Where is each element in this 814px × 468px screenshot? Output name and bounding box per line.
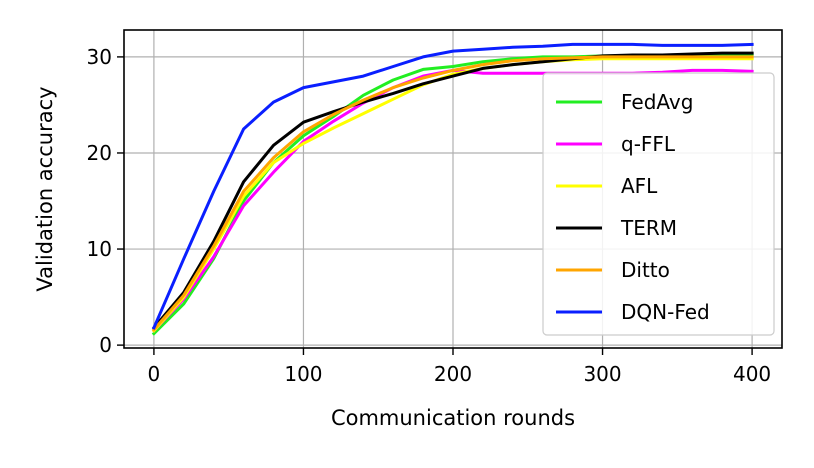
legend: FedAvg q-FFL AFL TERM Ditto DQN-Fed — [542, 72, 775, 336]
axis-ticks — [117, 56, 753, 355]
legend-label: Ditto — [621, 258, 670, 282]
legend-label: FedAvg — [621, 90, 693, 114]
series-lines — [151, 42, 754, 336]
series-line-afl — [151, 57, 754, 333]
x-tick-label: 400 — [733, 362, 771, 386]
y-tick-label: 0 — [99, 333, 112, 357]
series-line-ditto — [151, 55, 754, 332]
legend-label: TERM — [620, 216, 677, 240]
y-tick-label: 10 — [87, 237, 112, 261]
x-axis-label: Communication rounds — [331, 406, 575, 430]
x-tick-label: 200 — [434, 362, 472, 386]
series-line-dqn-fed — [151, 42, 754, 330]
legend-label: AFL — [621, 174, 658, 198]
tick-labels: 0 100 200 300 400 0 10 20 30 — [87, 45, 772, 386]
series-line-term — [151, 51, 754, 330]
x-tick-label: 100 — [284, 362, 322, 386]
legend-label: DQN-Fed — [621, 300, 710, 324]
x-tick-label: 0 — [148, 362, 161, 386]
x-tick-label: 300 — [583, 362, 621, 386]
legend-label: q-FFL — [621, 132, 676, 156]
y-axis-label: Validation accuracy — [33, 86, 57, 291]
y-tick-label: 20 — [87, 141, 112, 165]
y-tick-label: 30 — [87, 45, 112, 69]
